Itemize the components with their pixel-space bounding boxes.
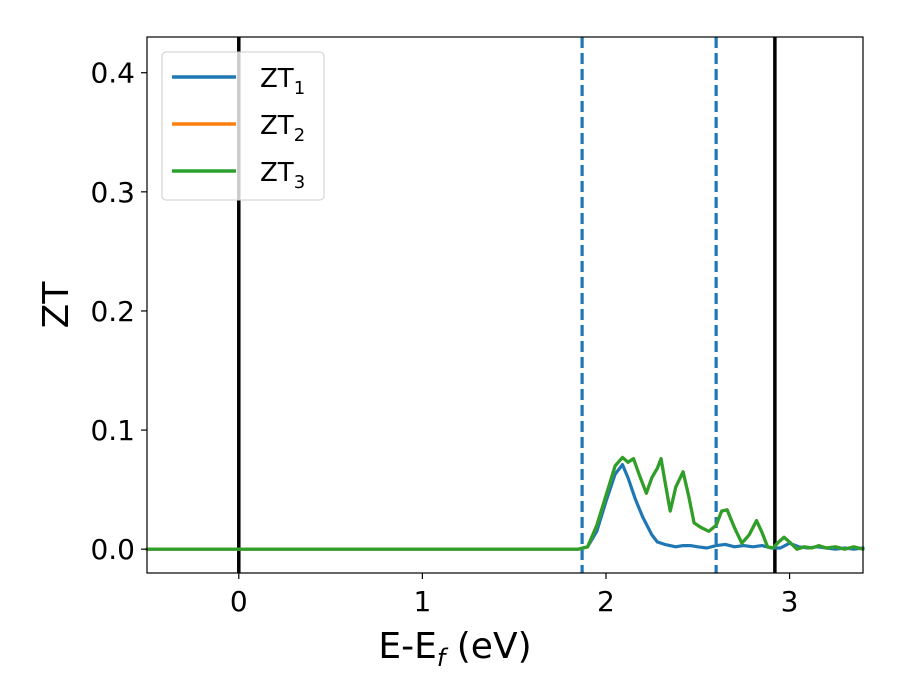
- x-axis-ticks: 0 1 2 3: [230, 573, 799, 618]
- legend: ZT1 ZT2 ZT3: [161, 51, 325, 201]
- x-tick-label: 3: [781, 585, 799, 618]
- series-line-2: [145, 455, 865, 551]
- legend-box: [161, 51, 325, 201]
- y-tick-label: 0.0: [90, 533, 135, 566]
- y-axis-label: ZT: [36, 281, 77, 329]
- x-tick-label: 1: [413, 585, 431, 618]
- x-tick-label: 0: [230, 585, 248, 618]
- plot-frame: [146, 36, 864, 574]
- legend-label-2: ZT2: [260, 111, 305, 146]
- y-tick-label: 0.1: [90, 414, 135, 447]
- y-tick-label: 0.4: [90, 57, 135, 90]
- legend-items: ZT1 ZT2 ZT3: [172, 64, 305, 193]
- x-axis-label: E-Ef (eV): [378, 626, 531, 672]
- series-line-3: [145, 455, 865, 551]
- x-axis-label-main: E-E: [378, 626, 436, 667]
- x-tick-label: 2: [597, 585, 615, 618]
- y-axis-ticks: 0.0 0.1 0.2 0.3 0.4: [90, 57, 147, 566]
- series-lines: [145, 455, 865, 551]
- series-line-1: [145, 463, 865, 551]
- legend-label-3: ZT3: [260, 158, 305, 193]
- y-tick-label: 0.3: [90, 176, 135, 209]
- y-tick-label: 0.2: [90, 295, 135, 328]
- x-axis-label-unit: (eV): [445, 626, 531, 667]
- legend-label-1: ZT1: [260, 64, 305, 99]
